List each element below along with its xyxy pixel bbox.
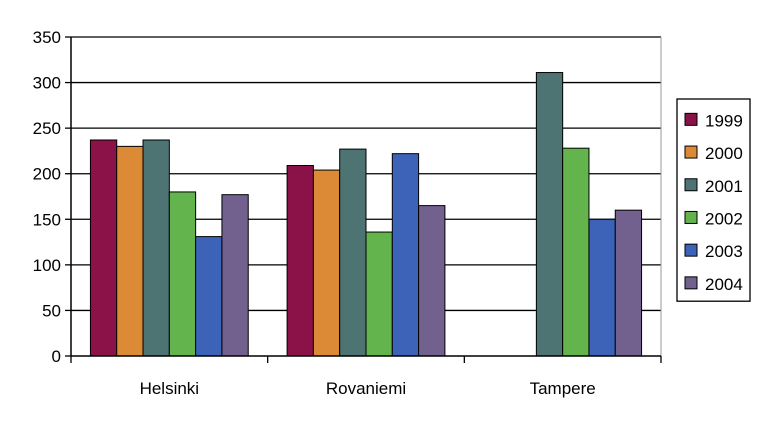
x-tick-label: Rovaniemi	[326, 379, 406, 398]
bar	[312, 169, 341, 357]
x-tick-label: Helsinki	[140, 379, 200, 398]
bar	[89, 139, 118, 357]
legend-box	[676, 98, 751, 302]
bar	[614, 209, 643, 357]
bar	[195, 236, 223, 357]
legend-swatch	[684, 276, 698, 290]
bars	[89, 72, 643, 357]
bar	[116, 145, 144, 357]
legend: 1999 2000 2001 2002 2003 2004	[676, 98, 751, 302]
legend-swatch	[684, 243, 698, 257]
bar	[339, 148, 367, 357]
bar	[588, 218, 616, 357]
y-tick-label: 300	[33, 74, 61, 93]
y-tick-label: 50	[42, 301, 61, 320]
legend-swatch	[684, 112, 698, 126]
legend-swatch	[684, 145, 698, 159]
legend-swatch	[684, 210, 698, 224]
bar	[221, 194, 249, 357]
legend-label: 2004	[705, 275, 743, 294]
legend-label: 2003	[705, 242, 743, 261]
y-tick-label: 250	[33, 119, 61, 138]
x-tick-label: Tampere	[530, 379, 596, 398]
legend-label: 2001	[705, 177, 743, 196]
legend-label: 1999	[705, 111, 743, 130]
bar	[418, 205, 446, 357]
y-tick-label: 150	[33, 210, 61, 229]
bar	[562, 147, 590, 357]
y-tick-label: 100	[33, 256, 61, 275]
bar	[535, 72, 564, 357]
y-tick-label: 200	[33, 165, 61, 184]
bar	[168, 191, 197, 357]
y-tick-label: 350	[33, 28, 61, 47]
bar	[391, 153, 420, 357]
y-tick-label: 0	[52, 347, 61, 366]
bar	[365, 231, 393, 357]
legend-swatch	[684, 178, 698, 192]
bar	[286, 165, 314, 357]
axes: 0 50 100 150 200 250 300 350 Helsinki Rovaniemi Ta…	[33, 28, 662, 398]
legend-label: 2000	[705, 144, 743, 163]
legend-label: 2002	[705, 209, 743, 228]
bar	[142, 139, 170, 357]
